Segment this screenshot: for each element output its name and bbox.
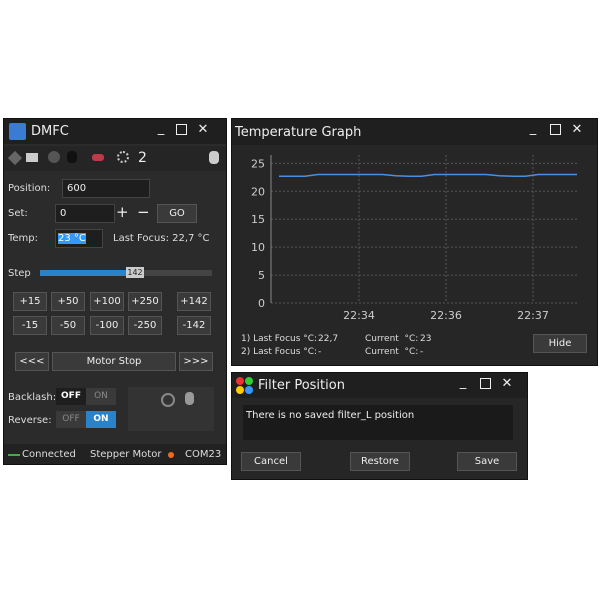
toolbar-count: 2 [138,150,147,166]
graph-window: Temperature Graph _ ✕ 0 5 10 15 20 25 22:34 22:… [231,118,598,366]
step-slider-fill [40,270,126,276]
step-button[interactable]: -15 [13,316,47,335]
step-button[interactable]: +15 [13,292,47,311]
step-button[interactable]: +250 [128,292,162,311]
settings-icon[interactable] [117,151,129,163]
minimize-button[interactable]: _ [459,375,467,390]
info-icon[interactable] [209,151,219,164]
set-plus[interactable]: + [116,203,129,221]
backlash-off[interactable]: OFF [56,388,86,405]
motor-stop-button[interactable]: Motor Stop [52,352,176,371]
app-icon [236,377,253,394]
connection-status: Connected [22,449,76,460]
last-focus: Last Focus: 22,7 °C [113,233,210,244]
step-button[interactable]: -142 [177,316,211,335]
set-minus[interactable]: − [137,203,150,221]
x-tick-label: 22:36 [430,309,462,322]
maximize-button[interactable] [176,124,187,135]
move-back-button[interactable]: <<< [15,352,49,371]
row-label: 1) Last Focus °C: [241,334,318,344]
app-icon [9,123,26,140]
y-tick-label: 25 [251,157,265,170]
message-box [243,405,513,440]
current-label: Current °C: [365,347,419,357]
window-title: Filter Position [258,378,345,393]
current-value: - [420,347,424,357]
current-value: 23 [420,334,432,344]
position-value: 600 [62,179,150,198]
position-label: Position: [8,183,51,194]
step-label: Step [8,268,31,279]
window-title: Temperature Graph [235,125,362,140]
step-button[interactable]: +100 [90,292,124,311]
x-tick-label: 22:37 [517,309,549,322]
port-indicator [168,452,174,458]
minimize-button[interactable]: _ [157,121,165,136]
dialog-button[interactable]: Save [457,452,517,471]
tool-icon[interactable] [48,151,60,163]
dialog-button[interactable]: Restore [350,452,410,471]
motor-icon [185,392,194,405]
step-button[interactable]: +142 [177,292,211,311]
backlash-on[interactable]: ON [94,391,108,401]
set-input[interactable]: 0 [55,204,115,223]
temp-value: 23 °C [58,233,86,244]
row-label: 2) Last Focus °C: [241,347,318,357]
port: COM23 [185,449,222,460]
y-tick-label: 10 [251,241,265,254]
tool-icon[interactable] [26,153,38,162]
set-label: Set: [8,208,28,219]
maximize-button[interactable] [550,124,561,135]
y-tick-label: 5 [258,269,265,282]
step-button[interactable]: -50 [51,316,85,335]
close-button[interactable]: ✕ [501,376,513,391]
temp-label: Temp: [8,233,39,244]
backlash-label: Backlash: [8,392,57,403]
temperature-line [279,173,577,177]
y-tick-label: 15 [251,213,265,226]
step-button[interactable]: +50 [51,292,85,311]
dialog-button[interactable]: Cancel [241,452,301,471]
reverse-label: Reverse: [8,415,52,426]
hide-button[interactable]: Hide [533,334,587,353]
status-bar [4,444,226,464]
current-label: Current °C: [365,334,419,344]
y-tick-label: 20 [251,185,265,198]
motor-type: Stepper Motor [90,449,162,460]
last-focus-value: - [318,347,322,357]
title-bar [232,373,527,398]
close-button[interactable]: ✕ [197,122,209,137]
maximize-button[interactable] [480,378,491,389]
filter-window: Filter Position _ ✕ There is no saved fi… [231,372,528,480]
reverse-off[interactable]: OFF [56,411,86,428]
minimize-button[interactable]: _ [529,121,537,136]
reverse-on[interactable]: ON [86,411,116,428]
step-button[interactable]: -250 [128,316,162,335]
title-bar [232,119,597,145]
y-tick-label: 0 [258,297,265,310]
x-tick-label: 22:34 [343,309,375,322]
move-forward-button[interactable]: >>> [179,352,213,371]
refresh-icon[interactable] [161,393,175,407]
window-title: DMFC [31,124,69,139]
message: There is no saved filter_L position [246,410,415,421]
last-focus-value: 22,7 [318,334,339,344]
tool-icon[interactable] [67,151,77,163]
close-button[interactable]: ✕ [571,122,583,137]
tool-icon[interactable] [92,154,104,161]
toolbar [4,146,226,171]
go-button[interactable]: GO [157,204,197,223]
dmfc-window: DMFC _ ✕ 2 Position: 600 Set: 0 + − GO T… [3,118,227,465]
step-button[interactable]: -100 [90,316,124,335]
title-bar [4,119,226,144]
status-indicator [8,454,20,456]
step-value[interactable]: 142 [126,267,144,278]
temperature-chart: 0 5 10 15 20 25 22:34 22:36 22:37 [251,155,577,322]
